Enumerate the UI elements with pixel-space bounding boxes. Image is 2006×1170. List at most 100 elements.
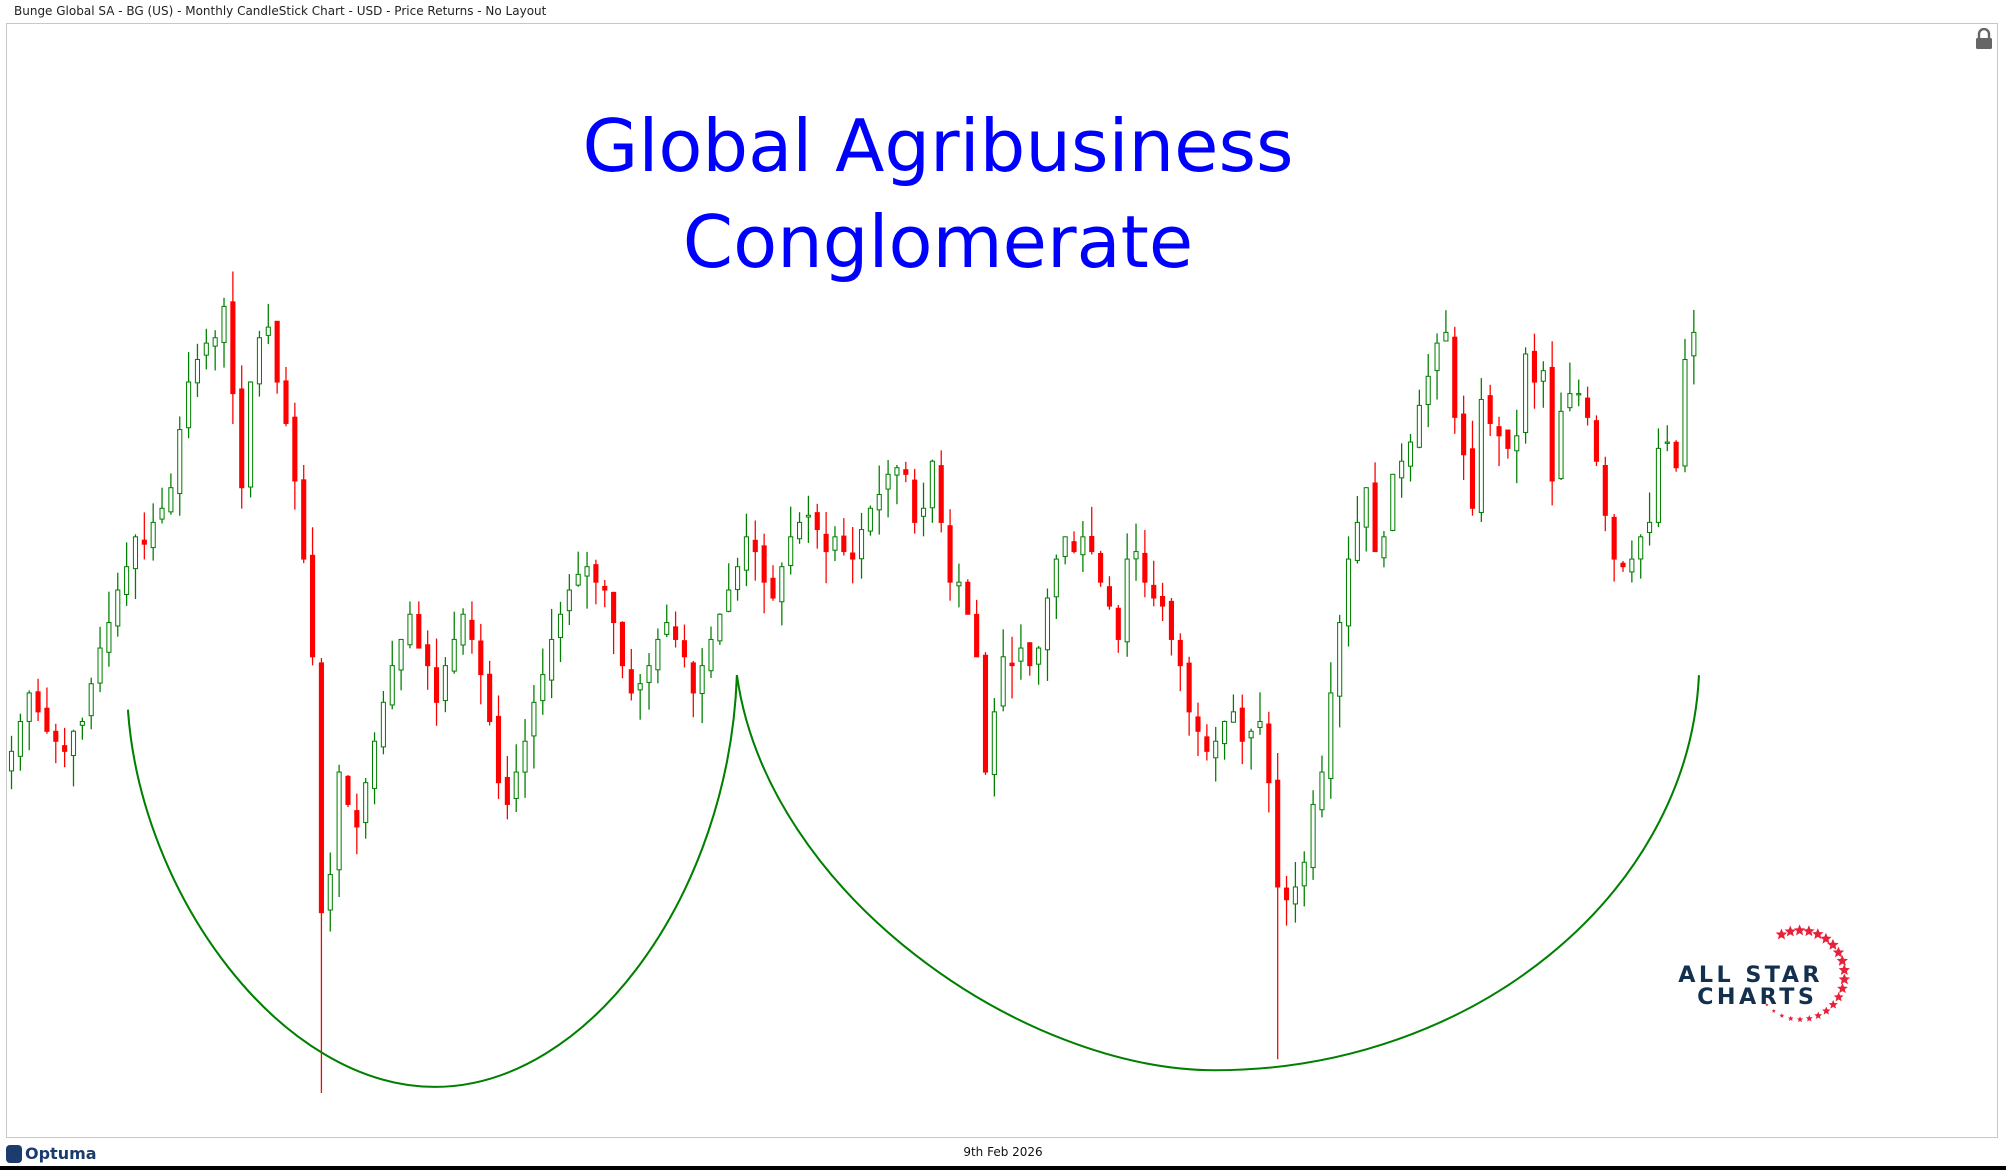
candle-down xyxy=(495,715,502,784)
candle-down xyxy=(1195,716,1201,732)
candle-up xyxy=(460,613,466,646)
candle-down xyxy=(1283,887,1290,901)
candle-down xyxy=(1115,607,1121,640)
candle-up xyxy=(371,740,378,789)
candle-down xyxy=(611,591,617,624)
candle-up xyxy=(664,622,670,635)
candle-up xyxy=(637,683,643,691)
candle-down xyxy=(1151,584,1157,599)
chart-title-line2: Conglomerate xyxy=(682,200,1194,284)
candle-up xyxy=(584,566,590,577)
star-icon xyxy=(1828,999,1838,1009)
candle-up xyxy=(743,536,749,571)
annotation-arc-right xyxy=(735,675,1700,1072)
star-icon xyxy=(1814,1011,1823,1019)
candle-down xyxy=(283,380,289,424)
candle-up xyxy=(1248,730,1254,739)
candle-up xyxy=(894,467,900,476)
star-icon xyxy=(1796,1016,1804,1023)
candle-up xyxy=(398,638,404,671)
star-icon xyxy=(1836,954,1848,966)
candle-up xyxy=(1328,692,1334,779)
candle-up xyxy=(194,358,201,384)
candle-down xyxy=(1531,350,1538,383)
candle-up xyxy=(17,720,23,757)
candle-down xyxy=(1611,516,1617,560)
candle-up xyxy=(867,507,873,532)
candle-up xyxy=(1629,558,1635,573)
candle-down xyxy=(1469,448,1476,509)
candle-down xyxy=(673,626,679,640)
candle-up xyxy=(858,529,865,560)
candle-up xyxy=(1514,435,1520,452)
candle-up xyxy=(796,521,803,540)
candle-up xyxy=(1443,331,1449,342)
candle-down xyxy=(1071,541,1077,553)
candle-up xyxy=(1655,447,1661,523)
candle-up xyxy=(920,507,927,517)
candle-down xyxy=(1372,482,1378,553)
candle-up xyxy=(788,536,794,567)
candle-down xyxy=(690,662,696,694)
candles-group xyxy=(8,271,1697,1093)
candle-up xyxy=(265,326,271,336)
candle-up xyxy=(1434,342,1440,372)
lock-icon[interactable] xyxy=(1974,28,1994,50)
star-icon xyxy=(1771,1008,1776,1013)
candle-up xyxy=(1222,720,1228,745)
candle-up xyxy=(779,566,785,603)
star-icon xyxy=(1833,991,1844,1002)
candle-down xyxy=(469,619,475,640)
candle-up xyxy=(1354,521,1360,561)
candle-down xyxy=(1177,639,1183,667)
candle-up xyxy=(646,665,652,683)
candle-down xyxy=(1106,586,1113,607)
candle-up xyxy=(26,692,32,722)
candle-down xyxy=(602,585,608,591)
candle-down xyxy=(1585,397,1591,418)
footer-date: 9th Feb 2026 xyxy=(963,1145,1043,1159)
candle-up xyxy=(1053,558,1059,598)
candle-up xyxy=(8,750,15,772)
candle-up xyxy=(575,573,581,586)
candle-up xyxy=(1523,353,1529,433)
candle-up xyxy=(1638,536,1644,560)
candle-down xyxy=(1452,336,1458,418)
candle-down xyxy=(239,388,245,489)
candle-up xyxy=(221,305,227,343)
candle-up xyxy=(522,740,528,773)
candle-down xyxy=(44,707,50,732)
candle-down xyxy=(1593,420,1600,462)
candle-up xyxy=(832,536,838,551)
candle-up xyxy=(1558,410,1564,480)
candle-down xyxy=(841,535,847,553)
candle-up xyxy=(1478,398,1484,513)
candle-up xyxy=(336,771,342,871)
bottom-bar xyxy=(0,1166,2006,1170)
star-icon xyxy=(1822,1006,1831,1015)
candle-down xyxy=(1168,600,1174,640)
candle-up xyxy=(1567,393,1573,409)
candle-down xyxy=(1461,413,1467,456)
candle-down xyxy=(230,301,236,395)
candle-up xyxy=(540,674,546,702)
candle-up xyxy=(1301,861,1307,887)
candle-up xyxy=(726,589,732,612)
star-icon xyxy=(1820,932,1832,944)
candle-up xyxy=(1310,803,1316,869)
candle-down xyxy=(947,525,953,583)
candle-up xyxy=(1213,740,1219,759)
candle-up xyxy=(1390,473,1396,531)
annotation-arc-left xyxy=(126,675,738,1088)
candle-down xyxy=(1673,441,1679,469)
candle-up xyxy=(186,381,192,429)
star-icon xyxy=(1784,925,1796,937)
candle-up xyxy=(212,337,218,347)
candle-down xyxy=(982,654,989,773)
candle-up xyxy=(549,638,555,681)
candle-up xyxy=(1647,521,1653,533)
candle-down xyxy=(1239,707,1245,742)
candle-down xyxy=(141,539,147,545)
candle-up xyxy=(88,683,94,717)
